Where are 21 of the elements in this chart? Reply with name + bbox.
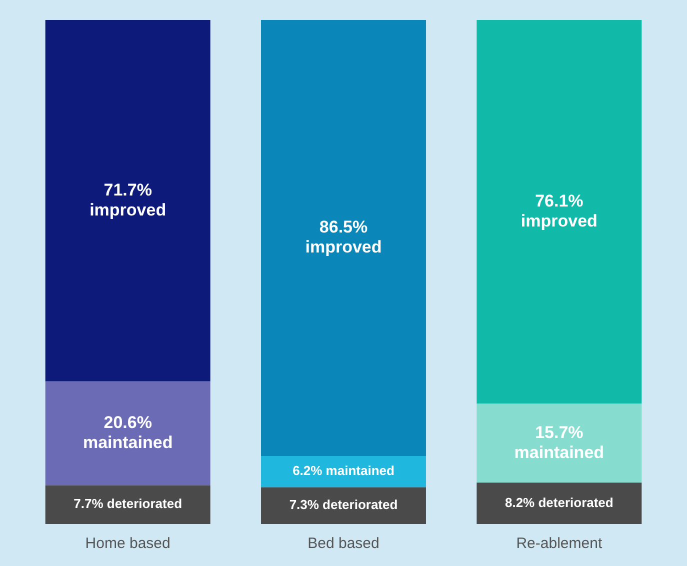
data-label: 8.2% deteriorated — [504, 494, 614, 510]
bar — [476, 404, 642, 483]
bar — [45, 485, 210, 524]
x-tick-label: Home based — [85, 535, 170, 552]
bar — [476, 482, 642, 524]
data-label: 20.6% maintained — [82, 412, 173, 452]
bar — [45, 20, 210, 382]
data-label: 6.2% maintained — [292, 463, 394, 478]
data-label: 7.3% deteriorated — [289, 497, 398, 512]
bar — [261, 20, 426, 456]
x-tick-label: Re-ablement — [516, 535, 603, 552]
x-tick-label: Bed based — [308, 535, 380, 552]
bar — [45, 381, 210, 486]
data-label: 76.1% improved — [520, 191, 598, 230]
data-label: 71.7% improved — [90, 180, 166, 220]
data-label: 86.5% improved — [305, 218, 382, 257]
bar — [476, 20, 642, 404]
data-label: 7.7% deteriorated — [74, 496, 182, 512]
bar — [261, 487, 426, 524]
data-label: 15.7% maintained — [514, 422, 604, 462]
bar — [261, 456, 426, 488]
